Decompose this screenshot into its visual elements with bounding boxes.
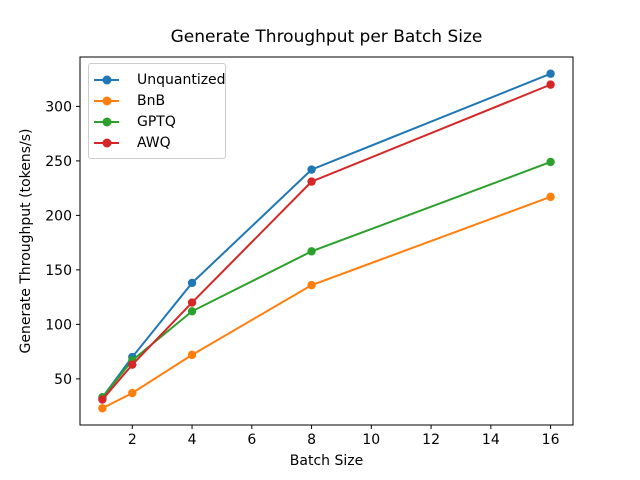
- marker-awq-batch-2: [128, 360, 137, 369]
- marker-gptq-batch-8: [307, 247, 316, 256]
- legend-label: Unquantized: [137, 71, 226, 88]
- legend-entry-bnb: BnB: [94, 90, 219, 111]
- marker-awq-batch-4: [187, 298, 197, 307]
- axes-frame: [79, 56, 574, 426]
- chart-title: Generate Throughput per Batch Size: [170, 27, 483, 47]
- line-bnb: [101, 195, 551, 410]
- legend-line-marker-icon: [94, 138, 119, 148]
- x-tick-label-8: 8: [307, 432, 316, 448]
- marker-bnb-batch-4: [187, 350, 197, 360]
- x-tick-label-12: 12: [422, 432, 440, 448]
- legend-label: BnB: [137, 92, 166, 109]
- x-tick-label-10: 10: [362, 432, 380, 448]
- marker-unquantized-batch-4: [187, 278, 197, 288]
- x-tick-label-2: 2: [128, 432, 137, 448]
- y-tick-label-300: 300: [45, 99, 72, 115]
- marker-awq-batch-8: [307, 177, 316, 186]
- y-tick-label-100: 100: [45, 317, 72, 333]
- marker-unquantized-batch-8: [307, 165, 316, 174]
- legend-line-marker-icon: [94, 75, 119, 85]
- marker-bnb-batch-16: [546, 192, 555, 202]
- marker-gptq-batch-16: [546, 157, 555, 167]
- marker-unquantized-batch-16: [546, 69, 555, 78]
- y-tick-label-200: 200: [45, 208, 72, 224]
- marker-bnb-batch-1: [98, 404, 107, 413]
- legend-label: GPTQ: [137, 113, 176, 130]
- legend-label: AWQ: [137, 134, 171, 151]
- marker-awq-batch-1: [98, 395, 107, 404]
- y-axis-label: Generate Throughput (tokens/s): [18, 128, 34, 354]
- y-tick-label-150: 150: [45, 263, 72, 279]
- x-tick-label-14: 14: [482, 432, 500, 448]
- y-tick-label-50: 50: [54, 372, 72, 388]
- x-tick-label-6: 6: [247, 432, 256, 448]
- y-tick-label-250: 250: [45, 154, 72, 170]
- legend-entry-unquantized: Unquantized: [94, 69, 226, 90]
- legend-line-marker-icon: [94, 96, 119, 106]
- marker-gptq-batch-4: [187, 307, 197, 316]
- marker-awq-batch-16: [546, 80, 555, 89]
- legend-entry-awq: AWQ: [94, 132, 219, 153]
- legend-entry-gptq: GPTQ: [94, 111, 219, 132]
- marker-bnb-batch-2: [128, 388, 137, 398]
- legend-line-marker-icon: [94, 117, 119, 127]
- marker-bnb-batch-8: [307, 280, 316, 290]
- x-tick-label-4: 4: [188, 432, 197, 448]
- x-axis-label: Batch Size: [289, 453, 364, 469]
- legend: Unquantized BnB GPTQ AWQ: [88, 63, 226, 159]
- x-tick-label-16: 16: [542, 432, 560, 448]
